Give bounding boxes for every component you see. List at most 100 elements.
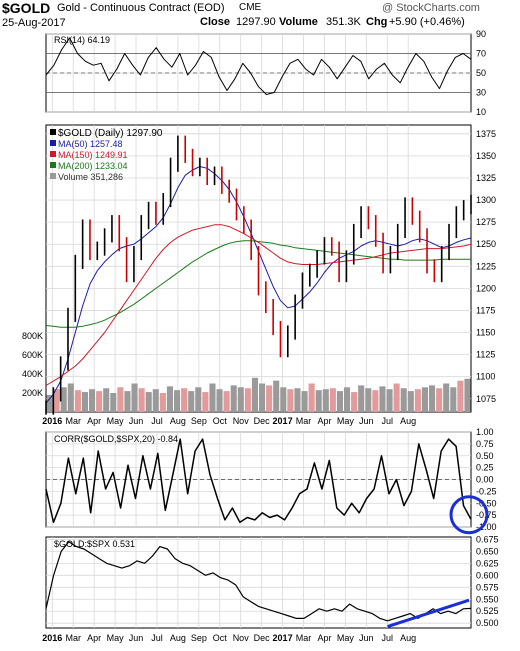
volume-bar xyxy=(145,392,152,412)
x-tick-label-price: Mar xyxy=(296,416,312,426)
price-axis-tick-label: 1350 xyxy=(476,151,496,161)
volume-bar xyxy=(443,383,450,412)
x-tick-label-ratio: Jun xyxy=(129,633,144,643)
volume-bar xyxy=(74,390,81,412)
ma200-legend-swatch xyxy=(50,162,56,168)
volume-bar xyxy=(124,391,131,412)
ratio-panel xyxy=(45,536,472,629)
price-axis-tick-label: 1125 xyxy=(476,350,495,360)
volume-bar xyxy=(372,390,379,412)
ma-line-3 xyxy=(45,240,471,328)
corr-axis-tick-label: 0.00 xyxy=(476,475,494,485)
price-axis-tick-label: 1275 xyxy=(476,217,496,227)
x-tick-label-ratio: Aug xyxy=(400,633,416,643)
volume-bar xyxy=(188,391,195,412)
x-tick-label-ratio: Apr xyxy=(87,633,101,643)
price-axis-tick-label: 1300 xyxy=(476,195,496,205)
close-value: 1297.90 xyxy=(236,16,276,28)
volume-bar xyxy=(230,385,237,412)
chg-value: +5.90 (+0.46%) xyxy=(389,16,465,28)
x-tick-label-price: Jul xyxy=(151,416,163,426)
price-axis-tick-label: 1375 xyxy=(476,129,496,139)
rsi-axis-tick-label: 30 xyxy=(476,88,486,98)
volume-bar xyxy=(457,380,464,412)
x-tick-label-ratio: May xyxy=(107,633,125,643)
price-axis-tick-label: 1225 xyxy=(476,261,496,271)
x-tick-label-price: 2017 xyxy=(273,416,293,426)
corr-axis-tick-label: 0.25 xyxy=(476,463,494,473)
volume-bar xyxy=(393,383,400,412)
x-tick-label-price: Nov xyxy=(233,416,250,426)
x-tick-label-price: Jun xyxy=(359,416,374,426)
x-tick-label-price: May xyxy=(337,416,355,426)
volume-bar xyxy=(464,378,471,412)
x-tick-label-ratio: Sep xyxy=(191,633,207,643)
volume-bar xyxy=(407,391,414,412)
volume-value: 351.3K xyxy=(326,16,361,28)
price-axis-tick-label: 1175 xyxy=(476,305,495,315)
stockcharts-watermark: @ StockCharts.com xyxy=(382,2,480,14)
ratio-axis-tick-label: 0.650 xyxy=(476,546,499,556)
volume-bar xyxy=(436,388,443,412)
volume-bar xyxy=(450,387,457,412)
price-axis-tick-label: 1150 xyxy=(476,328,495,338)
x-tick-label-price: 2016 xyxy=(42,416,62,426)
volume-bar xyxy=(266,385,273,412)
volume-bar xyxy=(138,388,145,412)
price-axis-tick-label: 1325 xyxy=(476,173,496,183)
x-tick-label-price: Aug xyxy=(400,416,416,426)
volume-bar xyxy=(223,391,230,412)
chart-symbol: $GOLD xyxy=(2,0,51,16)
corr-line xyxy=(45,438,472,524)
x-tick-label-price: Jul xyxy=(381,416,393,426)
volume-tick-label: 200K xyxy=(22,388,43,398)
volume-bar xyxy=(336,391,343,412)
x-tick-label-ratio: Jul xyxy=(381,633,393,643)
ratio-label: $GOLD:$SPX 0.531 xyxy=(54,539,135,549)
volume-bar xyxy=(131,383,138,412)
x-tick-label-price: Oct xyxy=(213,416,228,426)
volume-bar xyxy=(351,392,358,412)
x-tick-label-ratio: Jul xyxy=(151,633,163,643)
volume-bar xyxy=(174,390,181,412)
volume-bar xyxy=(400,388,407,412)
x-tick-label-ratio: Dec xyxy=(254,633,271,643)
corr-axis-tick-label: 1.00 xyxy=(476,427,494,437)
price-legend-swatch xyxy=(50,129,56,135)
highlight-circle xyxy=(449,495,489,535)
volume-bar xyxy=(117,387,124,412)
volume-bar xyxy=(195,387,202,412)
corr-axis-tick-label: 0.75 xyxy=(476,439,494,449)
volume-bar xyxy=(429,385,436,412)
volume-bar xyxy=(294,388,301,412)
volume-bar xyxy=(166,386,173,412)
ma150-legend: MA(150) 1249.91 xyxy=(58,150,128,160)
volume-bar xyxy=(159,393,166,412)
ratio-axis-tick-label: 0.675 xyxy=(476,534,499,544)
chart-description: Gold - Continuous Contract (EOD) xyxy=(57,2,225,14)
volume-legend-swatch xyxy=(50,173,56,179)
x-tick-label-ratio: May xyxy=(337,633,355,643)
volume-bar xyxy=(96,391,103,412)
volume-bar xyxy=(46,394,53,412)
volume-bar xyxy=(386,389,393,412)
volume-tick-label: 800K xyxy=(22,331,43,341)
price-axis-tick-label: 1200 xyxy=(476,283,496,293)
volume-bar xyxy=(379,386,386,412)
x-tick-label-ratio: Mar xyxy=(65,633,81,643)
chart-exchange: CME xyxy=(239,2,262,13)
volume-bar xyxy=(81,392,88,412)
volume-bar xyxy=(103,388,110,412)
x-tick-label-ratio: 2017 xyxy=(273,633,293,643)
ma50-legend: MA(50) 1257.48 xyxy=(58,139,123,149)
x-tick-label-price: Dec xyxy=(254,416,271,426)
x-tick-label-price: Apr xyxy=(87,416,101,426)
corr-axis-tick-label: 0.50 xyxy=(476,451,494,461)
price-axis-tick-label: 1100 xyxy=(476,372,495,382)
volume-bar xyxy=(365,388,372,412)
price-legend: $GOLD (Daily) 1297.90 xyxy=(58,128,163,139)
volume-bar xyxy=(237,387,244,412)
volume-tick-label: 400K xyxy=(22,369,43,379)
corr-axis-tick-label: -0.50 xyxy=(476,498,497,508)
